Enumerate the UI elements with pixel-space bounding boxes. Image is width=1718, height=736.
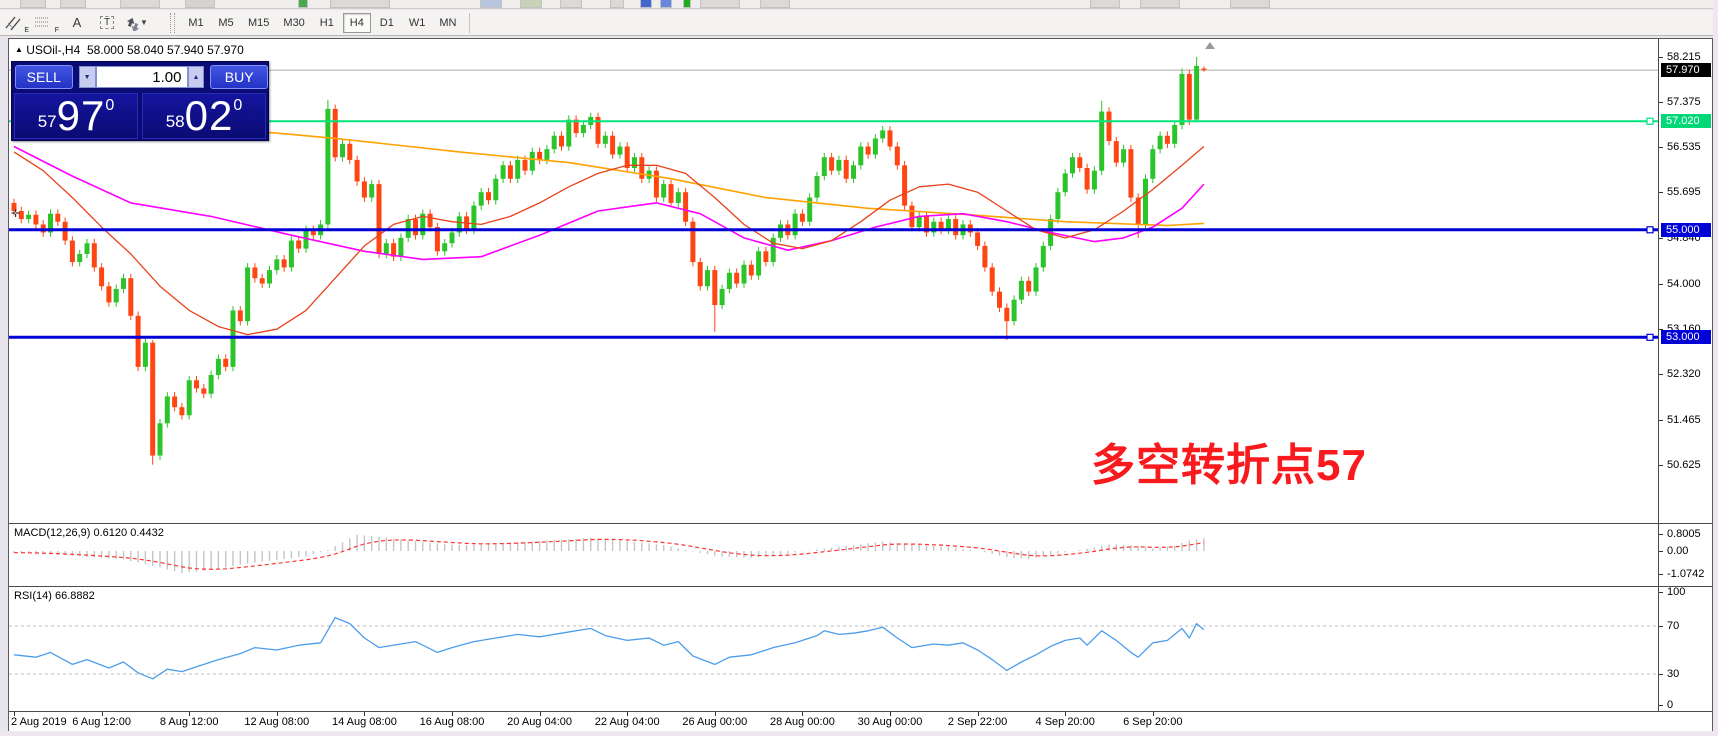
- rsi-label: RSI(14) 66.8882: [14, 590, 95, 602]
- toolbar-top-clipped: [0, 0, 1718, 9]
- sell-price-display[interactable]: 57 97 0: [14, 93, 138, 139]
- buy-price-small: 58: [165, 112, 185, 131]
- drawing-cross-marker[interactable]: ✛: [11, 208, 21, 220]
- arrows-dropdown-caret[interactable]: ▼: [140, 18, 148, 27]
- pane-separator[interactable]: [9, 523, 1712, 524]
- time-tick-label: 14 Aug 08:00: [331, 716, 397, 728]
- time-scale[interactable]: 2 Aug 2019 6 Aug 12:00 8 Aug 12:00 12 Aug 0…: [9, 712, 1712, 731]
- axis-tick-label: 51.465: [1667, 414, 1701, 426]
- price-badge-57.970: 57.970: [1661, 63, 1711, 77]
- timeframe-button-w1[interactable]: W1: [408, 16, 426, 29]
- axis-tick-label: 56.535: [1667, 141, 1701, 153]
- toolbar-separator: [469, 12, 471, 33]
- axis-tick-label: 52.320: [1667, 368, 1701, 380]
- arrows-tool-icon[interactable]: ▼: [124, 12, 162, 34]
- buy-button[interactable]: BUY: [210, 65, 268, 89]
- ohlc-values: 58.000 58.040 57.940 57.970: [86, 43, 244, 57]
- timeframe-button-m5[interactable]: M5: [218, 16, 234, 29]
- time-tick-label: 30 Aug 00:00: [857, 716, 923, 728]
- timeframe-button-mn[interactable]: MN: [439, 16, 457, 29]
- axis-tick-label: -1.0742: [1667, 568, 1705, 580]
- price-badge-53.000: 53.000: [1661, 330, 1711, 344]
- time-tick-label: 2 Sep 22:00: [947, 716, 1008, 728]
- chart-title: ▲ USOil-,H4 58.000 58.040 57.940 57.970: [15, 43, 244, 57]
- text-label-glyph: T: [99, 16, 115, 29]
- price-chart-pane[interactable]: [9, 39, 1658, 523]
- axis-tick-label: 57.375: [1667, 96, 1701, 108]
- one-click-trading-panel: SELL ▼ ▲ BUY 57 97 0 58 02 0: [11, 61, 269, 141]
- price-scale[interactable]: 58.215 57.375 56.535 55.695 54.840 54.000 53.1…: [1659, 39, 1713, 523]
- text-tool-label: A: [72, 15, 82, 30]
- time-tick-label: 8 Aug 12:00: [159, 716, 219, 728]
- sell-price-small: 57: [37, 112, 57, 131]
- pane-separator[interactable]: [9, 586, 1712, 587]
- time-tick-label: 26 Aug 00:00: [682, 716, 748, 728]
- time-tick-label: 12 Aug 08:00: [244, 716, 310, 728]
- symbol-period-label: USOil-,H4: [26, 43, 81, 57]
- channel-sub-label: E: [24, 26, 29, 34]
- chart-shift-marker[interactable]: [1205, 42, 1215, 49]
- timeframe-button-m30[interactable]: M30: [283, 16, 305, 29]
- window-right-edge: [1713, 0, 1718, 736]
- axis-tick-label: 0: [1667, 699, 1674, 711]
- buy-price-display[interactable]: 58 02 0: [142, 93, 266, 139]
- macd-scale: 0.8005 0.00 -1.0742: [1659, 525, 1713, 585]
- price-badge-57.020: 57.020: [1661, 114, 1711, 128]
- timeframe-button-m15[interactable]: M15: [248, 16, 270, 29]
- volume-increase-button[interactable]: ▲: [187, 66, 205, 88]
- text-tool-icon[interactable]: A: [64, 12, 90, 34]
- axis-tick-label: 0.8005: [1667, 528, 1701, 540]
- timeframe-button-d1[interactable]: D1: [379, 16, 394, 29]
- chart-window: ▲ USOil-,H4 58.000 58.040 57.940 57.970 …: [8, 38, 1713, 731]
- buy-price-big: 02: [184, 92, 234, 139]
- chart-annotation-text[interactable]: 多空转折点57: [1091, 441, 1367, 490]
- axis-tick-label: 50.625: [1667, 459, 1701, 471]
- sell-button[interactable]: SELL: [15, 65, 73, 89]
- price-scale-border: [1658, 39, 1659, 711]
- macd-pane[interactable]: [9, 525, 1658, 585]
- axis-tick-label: 70: [1667, 620, 1680, 632]
- rsi-scale: 100 70 30 0: [1659, 586, 1713, 711]
- equidistant-channel-icon[interactable]: E: [4, 12, 30, 34]
- time-tick-label: 6 Sep 20:00: [1123, 716, 1183, 728]
- rsi-pane[interactable]: [9, 588, 1658, 711]
- window-bottom-edge: [0, 731, 1718, 736]
- time-tick-label: 4 Sep 20:00: [1035, 716, 1095, 728]
- time-tick-label: 6 Aug 12:00: [72, 716, 131, 728]
- price-badge-55.000: 55.000: [1661, 223, 1711, 237]
- macd-label: MACD(12,26,9) 0.6120 0.4432: [14, 527, 164, 539]
- volume-decrease-button[interactable]: ▼: [78, 66, 96, 88]
- toolbar-drag-handle[interactable]: [170, 12, 175, 33]
- axis-tick-label: 30: [1667, 668, 1680, 680]
- time-tick-label: 22 Aug 04:00: [594, 716, 660, 728]
- pane-separator[interactable]: [9, 711, 1712, 712]
- buy-price-sup: 0: [233, 97, 243, 114]
- timeframe-button-h4[interactable]: H4: [342, 12, 371, 33]
- time-tick-label: 2 Aug 2019: [11, 716, 67, 728]
- axis-tick-label: 55.695: [1667, 186, 1701, 198]
- text-label-tool-icon[interactable]: T: [94, 12, 120, 34]
- axis-tick-label: 58.215: [1667, 51, 1701, 63]
- axis-tick-label: 54.000: [1667, 278, 1701, 290]
- time-tick-label: 28 Aug 00:00: [769, 716, 835, 728]
- drawing-toolbar: E F A T ▼ M1 M5 M15 M30 H1 H4 D1 W1 MN: [0, 10, 1718, 36]
- axis-tick-label: 0.00: [1667, 545, 1689, 557]
- timeframe-group: M1 M5 M15 M30 H1 H4 D1 W1 MN: [181, 12, 463, 33]
- fibonacci-grid-icon[interactable]: F: [34, 12, 60, 34]
- collapse-triangle-icon[interactable]: ▲: [15, 45, 23, 54]
- timeframe-button-h1[interactable]: H1: [319, 16, 334, 29]
- timeframe-button-m1[interactable]: M1: [188, 16, 204, 29]
- sell-price-big: 97: [56, 92, 106, 139]
- sell-price-sup: 0: [105, 97, 115, 114]
- volume-input[interactable]: [95, 66, 188, 88]
- time-tick-label: 20 Aug 04:00: [507, 716, 573, 728]
- time-tick-label: 16 Aug 08:00: [419, 716, 485, 728]
- fibo-sub-label: F: [54, 26, 59, 34]
- axis-tick-label: 100: [1667, 586, 1686, 598]
